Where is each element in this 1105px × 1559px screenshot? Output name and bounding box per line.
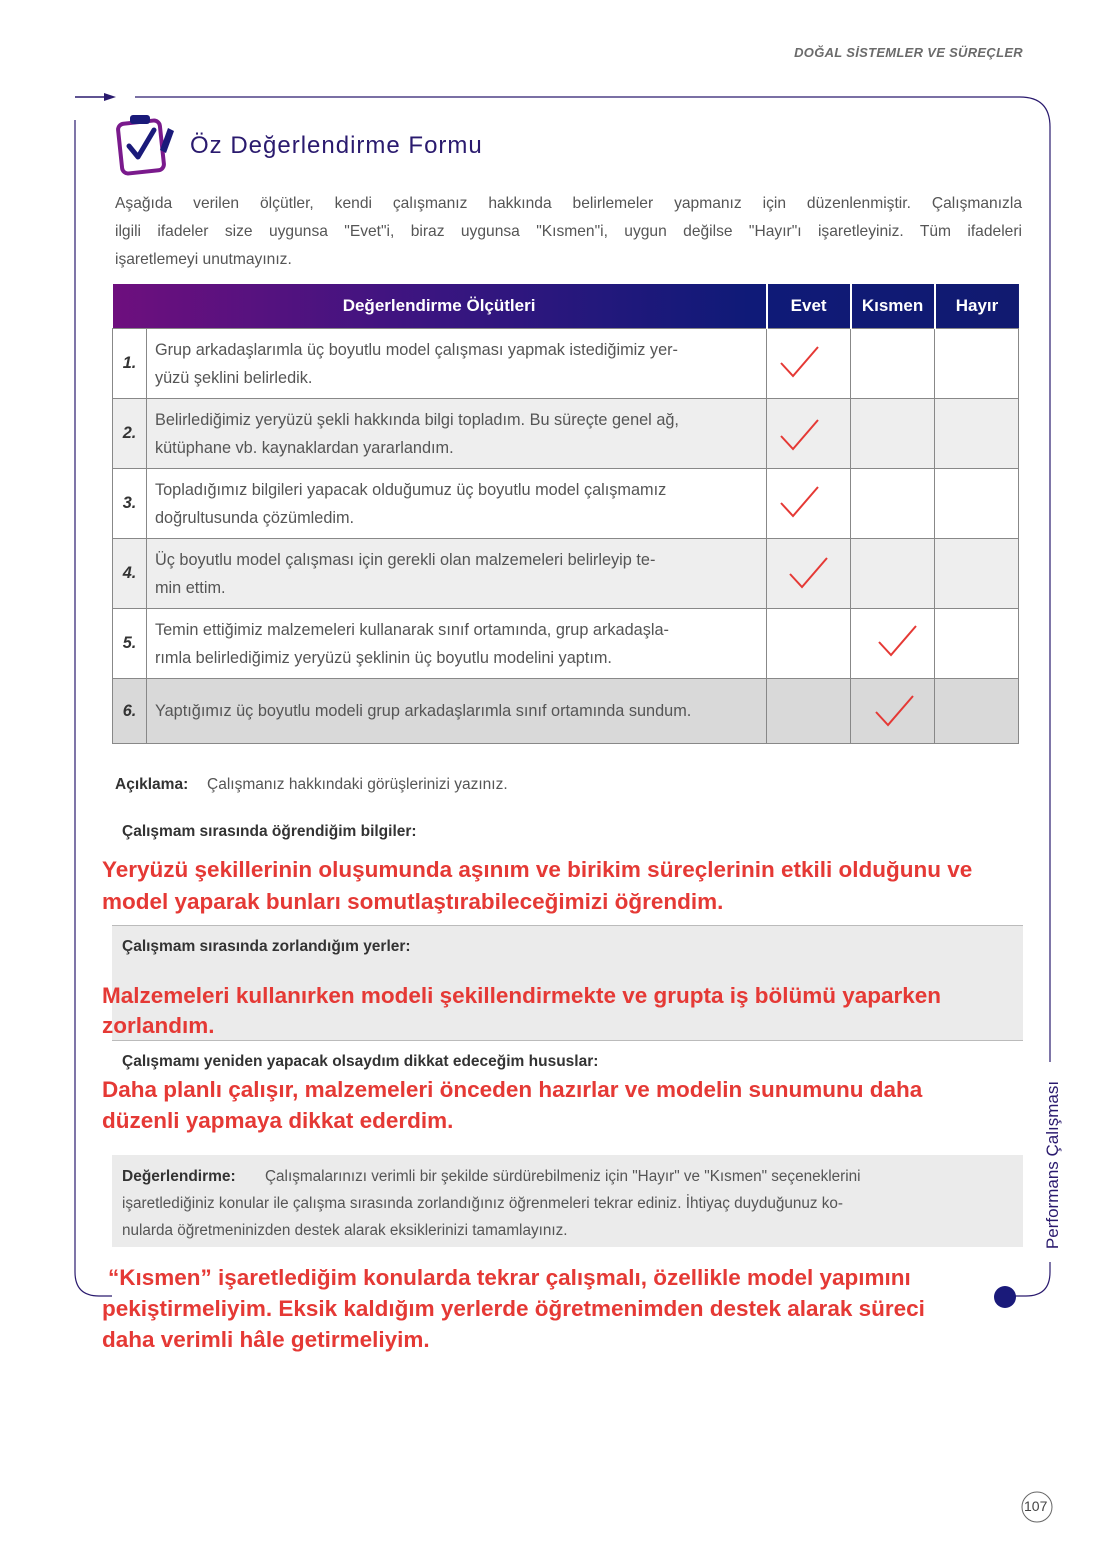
answer-cell: [934, 398, 1019, 469]
check-mark: [875, 695, 914, 727]
table-row: 5. Temin ettiğimiz malzemeleri kullanarak…: [112, 608, 1019, 679]
row-text-line: Grup arkadaşlarımla üç boyutlu model çal…: [154, 340, 678, 359]
row-number: 5.: [112, 608, 147, 679]
section-header: DOĞAL SİSTEMLER VE SÜREÇLER: [794, 45, 1023, 60]
intro-line: ilgili ifadeler size uygunsa "Evet"i, bi…: [115, 223, 1022, 240]
answer-cell: [850, 678, 936, 744]
check-mark: [780, 346, 819, 378]
row-number: 2.: [112, 398, 147, 469]
answer-line: “Kısmen” işaretlediğim konularda tekrar …: [108, 1265, 911, 1290]
table-header: Evet: [766, 284, 852, 329]
row-text: Grup arkadaşlarımla üç boyutlu model çal…: [145, 328, 768, 399]
row-number: 6.: [112, 678, 147, 744]
table-row: 4. Üç boyutlu model çalışması için gerekl…: [112, 538, 1019, 609]
row-text: Belirlediğimiz yeryüzü şekli hakkında bi…: [145, 398, 768, 469]
answer-line: zorlandım.: [102, 1013, 215, 1038]
answer-cell: [766, 398, 852, 469]
row-text-line: Temin ettiğimiz malzemeleri kullanarak s…: [154, 620, 669, 639]
row-text-line: doğrultusunda çözümledim.: [154, 508, 355, 527]
evaluation-table: Değerlendirme Ölçütleri Evet Kısmen Hayı…: [112, 284, 1019, 744]
row-text-line: Yaptığımız üç boyutlu modeli grup arkada…: [154, 702, 692, 720]
row-number: 3.: [112, 468, 147, 539]
table-row: 1. Grup arkadaşlarımla üç boyutlu model ç…: [112, 328, 1019, 399]
intro-line: işaretlemeyi unutmayınız.: [115, 251, 292, 268]
answer-line: Daha planlı çalışır, malzemeleri önceden…: [102, 1077, 923, 1102]
evaluation-line: Çalışmalarınızı verimli bir şekilde sürd…: [265, 1168, 861, 1185]
form-title: Öz Değerlendirme Formu: [190, 132, 483, 159]
row-number: 4.: [112, 538, 147, 609]
table-header: Değerlendirme Ölçütleri: [112, 284, 768, 329]
answer-line: Malzemeleri kullanırken modeli şekillend…: [102, 983, 942, 1008]
answer-cell: [850, 398, 936, 469]
answer-line: daha verimli hâle getirmeliyim.: [102, 1327, 430, 1352]
check-mark: [878, 625, 917, 657]
row-text-line: yüzü şeklini belirledik.: [154, 368, 313, 387]
form-icon: [116, 115, 174, 176]
table-row: 6. Yaptığımız üç boyutlu modeli grup arka…: [112, 678, 1019, 744]
answer-line: Yeryüzü şekillerinin oluşumunda aşınım v…: [102, 857, 973, 882]
difficulties-label: Çalışmam sırasında zorlandığım yerler:: [122, 938, 411, 955]
evaluation-label: Değerlendirme:: [122, 1168, 236, 1185]
difficulties-box: [112, 925, 1023, 1041]
evaluation-line: işaretlediğiniz konular ile çalışma sıra…: [122, 1195, 844, 1212]
check-mark: [780, 486, 819, 518]
row-text-line: min ettim.: [154, 578, 226, 597]
row-text: Temin ettiğimiz malzemeleri kullanarak s…: [145, 608, 768, 679]
answer-cell: [934, 328, 1019, 399]
answer-line: düzenli yapmaya dikkat ederdim.: [102, 1108, 454, 1133]
answer-cell: [766, 328, 852, 399]
row-text-line: Belirlediğimiz yeryüzü şekli hakkında bi…: [154, 410, 679, 429]
row-text-line: kütüphane vb. kaynaklardan yararlandım.: [154, 438, 454, 457]
answer-cell: [766, 468, 852, 539]
answer-cell: [934, 538, 1019, 609]
check-mark: [780, 419, 819, 451]
row-text: Topladığımız bilgileri yapacak olduğumuz…: [145, 468, 768, 539]
check-mark: [789, 557, 828, 589]
answer-line: model yaparak bunları somutlaştırabilece…: [102, 889, 724, 914]
answer-cell: [766, 608, 852, 679]
table-header: Kısmen: [850, 284, 936, 329]
table-row: 3. Topladığımız bilgileri yapacak olduğum…: [112, 468, 1019, 539]
answer-cell: [850, 468, 936, 539]
answer-cell: [934, 608, 1019, 679]
answer-line: pekiştirmeliyim. Eksik kaldığım yerlerde…: [102, 1296, 925, 1321]
table-row: 2. Belirlediğimiz yeryüzü şekli hakkında …: [112, 398, 1019, 469]
evaluation-box: [112, 1155, 1023, 1247]
answer-cell: [766, 678, 852, 744]
answer-cell: [934, 468, 1019, 539]
row-text-line: rımla belirlediğimiz yeryüzü şeklinin üç…: [154, 648, 612, 667]
intro-line: Aşağıda verilen ölçütler, kendi çalışman…: [115, 195, 1022, 212]
answer-cell: [766, 538, 852, 609]
row-text: Üç boyutlu model çalışması için gerekli …: [145, 538, 768, 609]
row-text-line: Topladığımız bilgileri yapacak olduğumuz…: [154, 480, 667, 499]
row-number: 1.: [112, 328, 147, 399]
answer-cell: [934, 678, 1019, 744]
explanation-text: Çalışmanız hakkındaki görüşlerinizi yazı…: [207, 776, 508, 793]
page-number: 107: [1024, 1498, 1048, 1514]
learned-label: Çalışmam sırasında öğrendiğim bilgiler:: [122, 823, 417, 840]
answer-cell: [850, 538, 936, 609]
table-header: Hayır: [955, 296, 999, 315]
side-label: Performans Çalışması: [1043, 1080, 1062, 1250]
redo-label: Çalışmamı yeniden yapacak olsaydım dikka…: [122, 1053, 599, 1070]
explanation-label: Açıklama:: [115, 776, 189, 793]
evaluation-line: nularda öğretmeninizden destek alarak ek…: [122, 1222, 568, 1239]
answer-cell: [850, 328, 936, 399]
row-text: Yaptığımız üç boyutlu modeli grup arkada…: [145, 678, 768, 744]
row-text-line: Üç boyutlu model çalışması için gerekli …: [154, 550, 656, 569]
